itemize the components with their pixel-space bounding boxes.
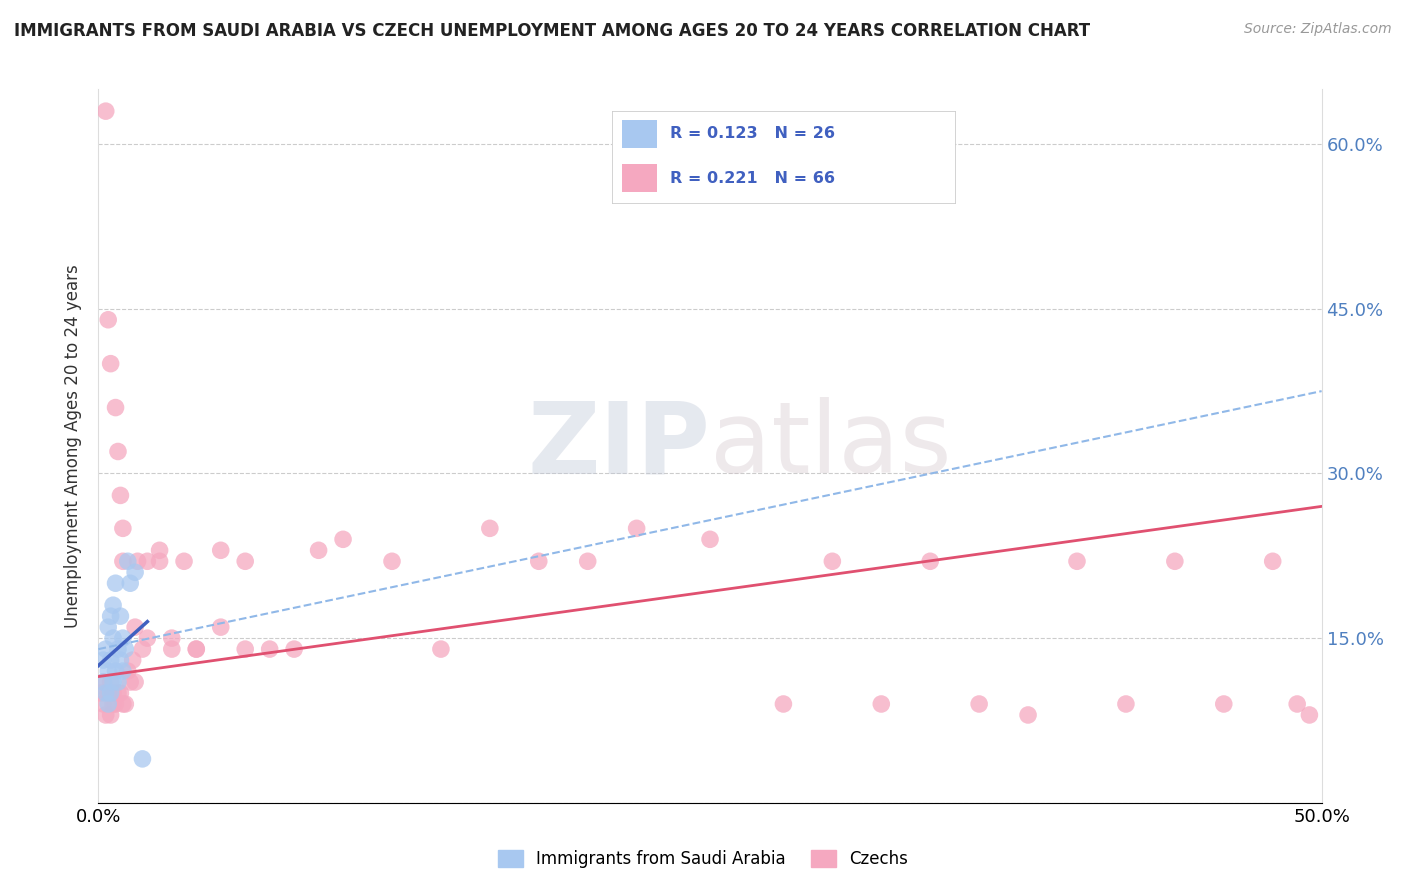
Point (90, 686, 112, 700)
Point (967, 697, 990, 711)
Point (1212, 697, 1234, 711)
Point (104, 401, 127, 415)
Point (160, 631, 183, 645)
Point (1164, 554, 1187, 568)
Text: ZIP: ZIP (527, 398, 710, 494)
Point (91, 675, 114, 690)
Point (101, 631, 124, 645)
Text: Source: ZipAtlas.com: Source: ZipAtlas.com (1244, 22, 1392, 37)
Point (1286, 697, 1309, 711)
Point (104, 576, 127, 591)
Point (97, 620, 120, 634)
Point (101, 697, 124, 711)
Point (94, 686, 117, 700)
Point (527, 554, 550, 568)
Point (127, 554, 149, 568)
Point (111, 521, 134, 535)
Point (136, 554, 159, 568)
Point (110, 653, 132, 667)
Point (107, 686, 129, 700)
Point (100, 686, 122, 700)
Point (111, 664, 134, 678)
Point (97, 697, 120, 711)
Point (100, 653, 122, 667)
Point (110, 488, 132, 502)
Point (576, 554, 599, 568)
Point (160, 642, 183, 657)
Point (259, 642, 281, 657)
Point (430, 642, 453, 657)
Point (94, 708, 117, 723)
Point (114, 697, 136, 711)
Point (124, 675, 146, 690)
Point (114, 642, 136, 657)
Point (111, 631, 134, 645)
Point (110, 609, 132, 624)
Point (626, 521, 648, 535)
Point (94, 104, 117, 119)
Point (131, 752, 153, 766)
Point (1298, 708, 1320, 723)
Point (121, 653, 143, 667)
Point (100, 708, 122, 723)
Point (821, 554, 844, 568)
Point (186, 642, 208, 657)
Point (104, 697, 127, 711)
Point (97, 664, 120, 678)
Point (91, 675, 114, 690)
Point (124, 566, 146, 580)
Legend: Immigrants from Saudi Arabia, Czechs: Immigrants from Saudi Arabia, Czechs (491, 843, 915, 875)
Point (101, 686, 124, 700)
Point (110, 686, 132, 700)
Point (920, 554, 942, 568)
Point (97, 312, 120, 326)
Point (870, 697, 893, 711)
Point (107, 444, 129, 458)
Point (101, 598, 124, 612)
Point (100, 357, 122, 371)
Point (233, 642, 256, 657)
Point (94, 642, 117, 657)
Point (100, 609, 122, 624)
Point (1115, 697, 1137, 711)
Point (131, 642, 153, 657)
Point (107, 642, 129, 657)
Text: atlas: atlas (710, 398, 952, 494)
Point (91, 697, 114, 711)
Point (1017, 708, 1039, 723)
Point (772, 697, 794, 711)
Point (478, 521, 501, 535)
Point (117, 554, 139, 568)
Point (1261, 554, 1284, 568)
Point (120, 576, 142, 591)
Text: IMMIGRANTS FROM SAUDI ARABIA VS CZECH UNEMPLOYMENT AMONG AGES 20 TO 24 YEARS COR: IMMIGRANTS FROM SAUDI ARABIA VS CZECH UN… (14, 22, 1090, 40)
Y-axis label: Unemployment Among Ages 20 to 24 years: Unemployment Among Ages 20 to 24 years (65, 264, 83, 628)
Point (381, 554, 404, 568)
Point (91, 653, 114, 667)
Point (101, 675, 124, 690)
Point (149, 543, 172, 558)
Point (120, 675, 142, 690)
Point (332, 533, 354, 547)
Point (233, 554, 256, 568)
Point (699, 533, 721, 547)
Point (173, 554, 195, 568)
Point (186, 642, 208, 657)
Point (97, 686, 120, 700)
Point (149, 554, 172, 568)
Point (107, 675, 129, 690)
Point (117, 664, 139, 678)
Point (308, 543, 330, 558)
Point (124, 620, 146, 634)
Point (1066, 554, 1088, 568)
Point (100, 675, 122, 690)
Point (136, 631, 159, 645)
Point (111, 554, 134, 568)
Point (104, 664, 127, 678)
Point (111, 697, 134, 711)
Point (209, 543, 232, 558)
Point (283, 642, 305, 657)
Point (209, 620, 232, 634)
